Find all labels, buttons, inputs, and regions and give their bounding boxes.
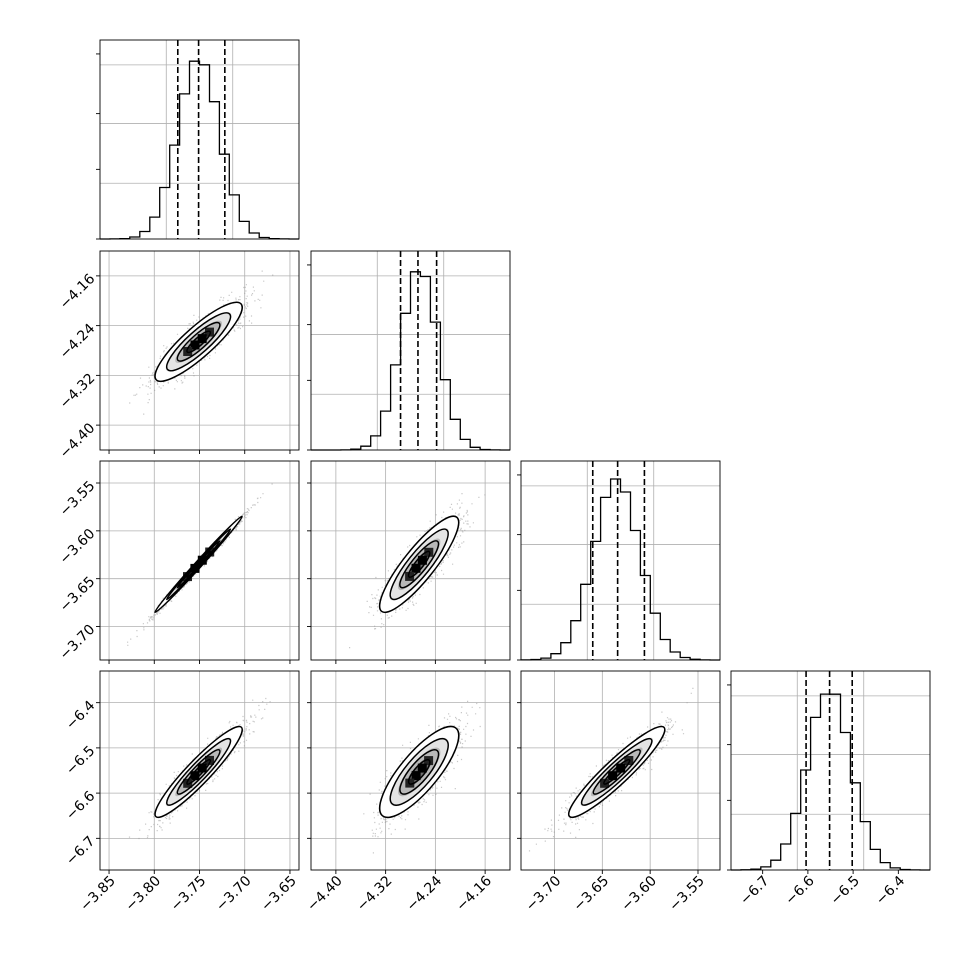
y-tick-label: −4.24 — [57, 321, 99, 363]
density-layer — [349, 493, 486, 649]
y-tick-label: −6.5 — [63, 743, 98, 778]
density-contour — [165, 528, 232, 601]
density-contour — [399, 749, 440, 795]
density-contour — [186, 758, 212, 785]
y-tick-label: −6.7 — [63, 833, 98, 868]
density-contour — [176, 321, 221, 362]
histogram-step-line — [100, 60, 299, 240]
scatter-panel-3-2 — [517, 670, 721, 874]
density-contour — [378, 725, 460, 819]
x-tick-label: −4.24 — [404, 873, 446, 915]
density-layer — [129, 270, 274, 415]
density-contour — [592, 749, 641, 795]
x-tick-label: −3.65 — [571, 873, 613, 915]
density-layer — [363, 700, 481, 854]
scatter-panel-2-0 — [96, 460, 300, 664]
density-block — [190, 771, 200, 781]
y-tick-label: −4.16 — [57, 271, 99, 313]
y-tick-label: −6.4 — [63, 698, 98, 733]
panel-frame — [310, 670, 511, 871]
x-tick-label: −6.7 — [737, 873, 772, 908]
density-block — [190, 340, 200, 350]
density-contour — [154, 725, 243, 819]
density-block — [417, 763, 427, 773]
density-contour — [165, 312, 232, 372]
density-block — [411, 563, 421, 573]
scatter-panel-3-1 — [307, 670, 511, 874]
scatter-panel-3-0 — [96, 670, 300, 874]
histogram-panel-1 — [307, 250, 511, 451]
panel-frame — [99, 39, 300, 240]
density-block — [190, 563, 200, 573]
density-contour — [567, 725, 666, 819]
density-block — [197, 763, 207, 773]
x-tick-label: −4.40 — [304, 873, 346, 915]
density-contour — [165, 737, 232, 806]
x-tick-label: −3.70 — [213, 873, 255, 915]
x-tick-label: −3.60 — [618, 873, 660, 915]
density-contour — [378, 515, 460, 614]
density-block — [417, 555, 427, 565]
panel-frame — [310, 460, 511, 661]
x-tick-label: −3.75 — [168, 873, 210, 915]
density-block — [600, 778, 610, 788]
density-block — [616, 763, 626, 773]
density-contour — [407, 550, 431, 578]
density-contour — [399, 540, 440, 589]
density-contour — [154, 515, 243, 614]
density-block — [424, 547, 434, 557]
x-tick-label: −6.6 — [782, 873, 817, 908]
scatter-panel-1-0 — [96, 250, 300, 454]
density-block — [197, 555, 207, 565]
density-block — [624, 756, 634, 765]
x-tick-label: −6.5 — [828, 873, 863, 908]
density-contour — [389, 737, 449, 806]
x-tick-label: −4.32 — [354, 873, 396, 915]
density-contour — [154, 301, 243, 383]
y-tick-label: −4.40 — [57, 420, 99, 462]
density-contour — [176, 749, 221, 795]
density-contour — [603, 758, 631, 785]
density-contour — [176, 540, 221, 589]
density-layer — [127, 483, 273, 646]
y-tick-label: −6.6 — [63, 788, 98, 823]
panel-frame — [310, 250, 511, 451]
density-block — [197, 334, 207, 344]
density-block — [608, 771, 618, 781]
density-contour — [186, 330, 212, 354]
histogram-step-line — [311, 271, 510, 451]
histogram-step-line — [731, 693, 930, 871]
x-tick-label: −3.70 — [523, 873, 565, 915]
histogram-step-line — [520, 478, 720, 661]
y-tick-label: −3.60 — [57, 526, 99, 568]
x-tick-label: −3.85 — [77, 873, 119, 915]
y-tick-label: −3.70 — [57, 622, 99, 664]
density-contour — [389, 528, 449, 601]
y-tick-label: −3.65 — [57, 574, 99, 616]
y-tick-label: −4.32 — [57, 370, 99, 412]
x-tick-label: −3.80 — [123, 873, 165, 915]
histogram-panel-3 — [727, 670, 931, 871]
x-tick-label: −3.55 — [666, 873, 708, 915]
histogram-panel-0 — [96, 39, 300, 240]
panel-frame — [520, 460, 721, 661]
panel-frame — [730, 670, 931, 871]
density-contour — [407, 758, 431, 785]
x-tick-label: −4.16 — [453, 873, 495, 915]
density-layer — [528, 687, 694, 852]
y-tick-label: −3.55 — [57, 478, 99, 520]
scatter-panel-2-1 — [307, 460, 511, 664]
density-layer — [128, 697, 271, 840]
panel-frame — [520, 670, 721, 871]
x-tick-label: −6.4 — [873, 873, 908, 908]
density-block — [183, 778, 193, 788]
density-block — [411, 771, 421, 781]
histogram-panel-2 — [517, 460, 721, 661]
density-contour — [580, 737, 653, 806]
x-tick-label: −3.65 — [258, 873, 300, 915]
